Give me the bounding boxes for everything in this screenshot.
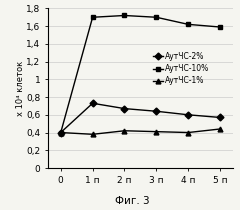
- АутЧС-10%: [59, 131, 62, 134]
- Line: АутЧС-2%: АутЧС-2%: [58, 101, 222, 135]
- АутЧС-10%: [187, 23, 190, 26]
- АутЧС-10%: [155, 16, 158, 18]
- АутЧС-10%: [219, 26, 222, 28]
- АутЧС-1%: [91, 133, 94, 136]
- АутЧС-1%: [123, 130, 126, 132]
- Y-axis label: x 10⁴ клеток: x 10⁴ клеток: [16, 60, 25, 116]
- АутЧС-2%: [59, 131, 62, 134]
- АутЧС-1%: [59, 131, 62, 134]
- АутЧС-1%: [219, 128, 222, 130]
- АутЧС-2%: [155, 110, 158, 113]
- АутЧС-10%: [91, 16, 94, 18]
- Line: АутЧС-1%: АутЧС-1%: [58, 127, 222, 137]
- АутЧС-1%: [155, 130, 158, 133]
- Line: АутЧС-10%: АутЧС-10%: [58, 13, 222, 135]
- АутЧС-2%: [219, 116, 222, 119]
- АутЧС-2%: [91, 102, 94, 105]
- АутЧС-2%: [123, 107, 126, 110]
- АутЧС-1%: [187, 131, 190, 134]
- Text: Фиг. 3: Фиг. 3: [115, 196, 149, 206]
- АутЧС-10%: [123, 14, 126, 17]
- Legend: АутЧС-2%, АутЧС-10%, АутЧС-1%: АутЧС-2%, АутЧС-10%, АутЧС-1%: [153, 52, 209, 85]
- АутЧС-2%: [187, 114, 190, 116]
